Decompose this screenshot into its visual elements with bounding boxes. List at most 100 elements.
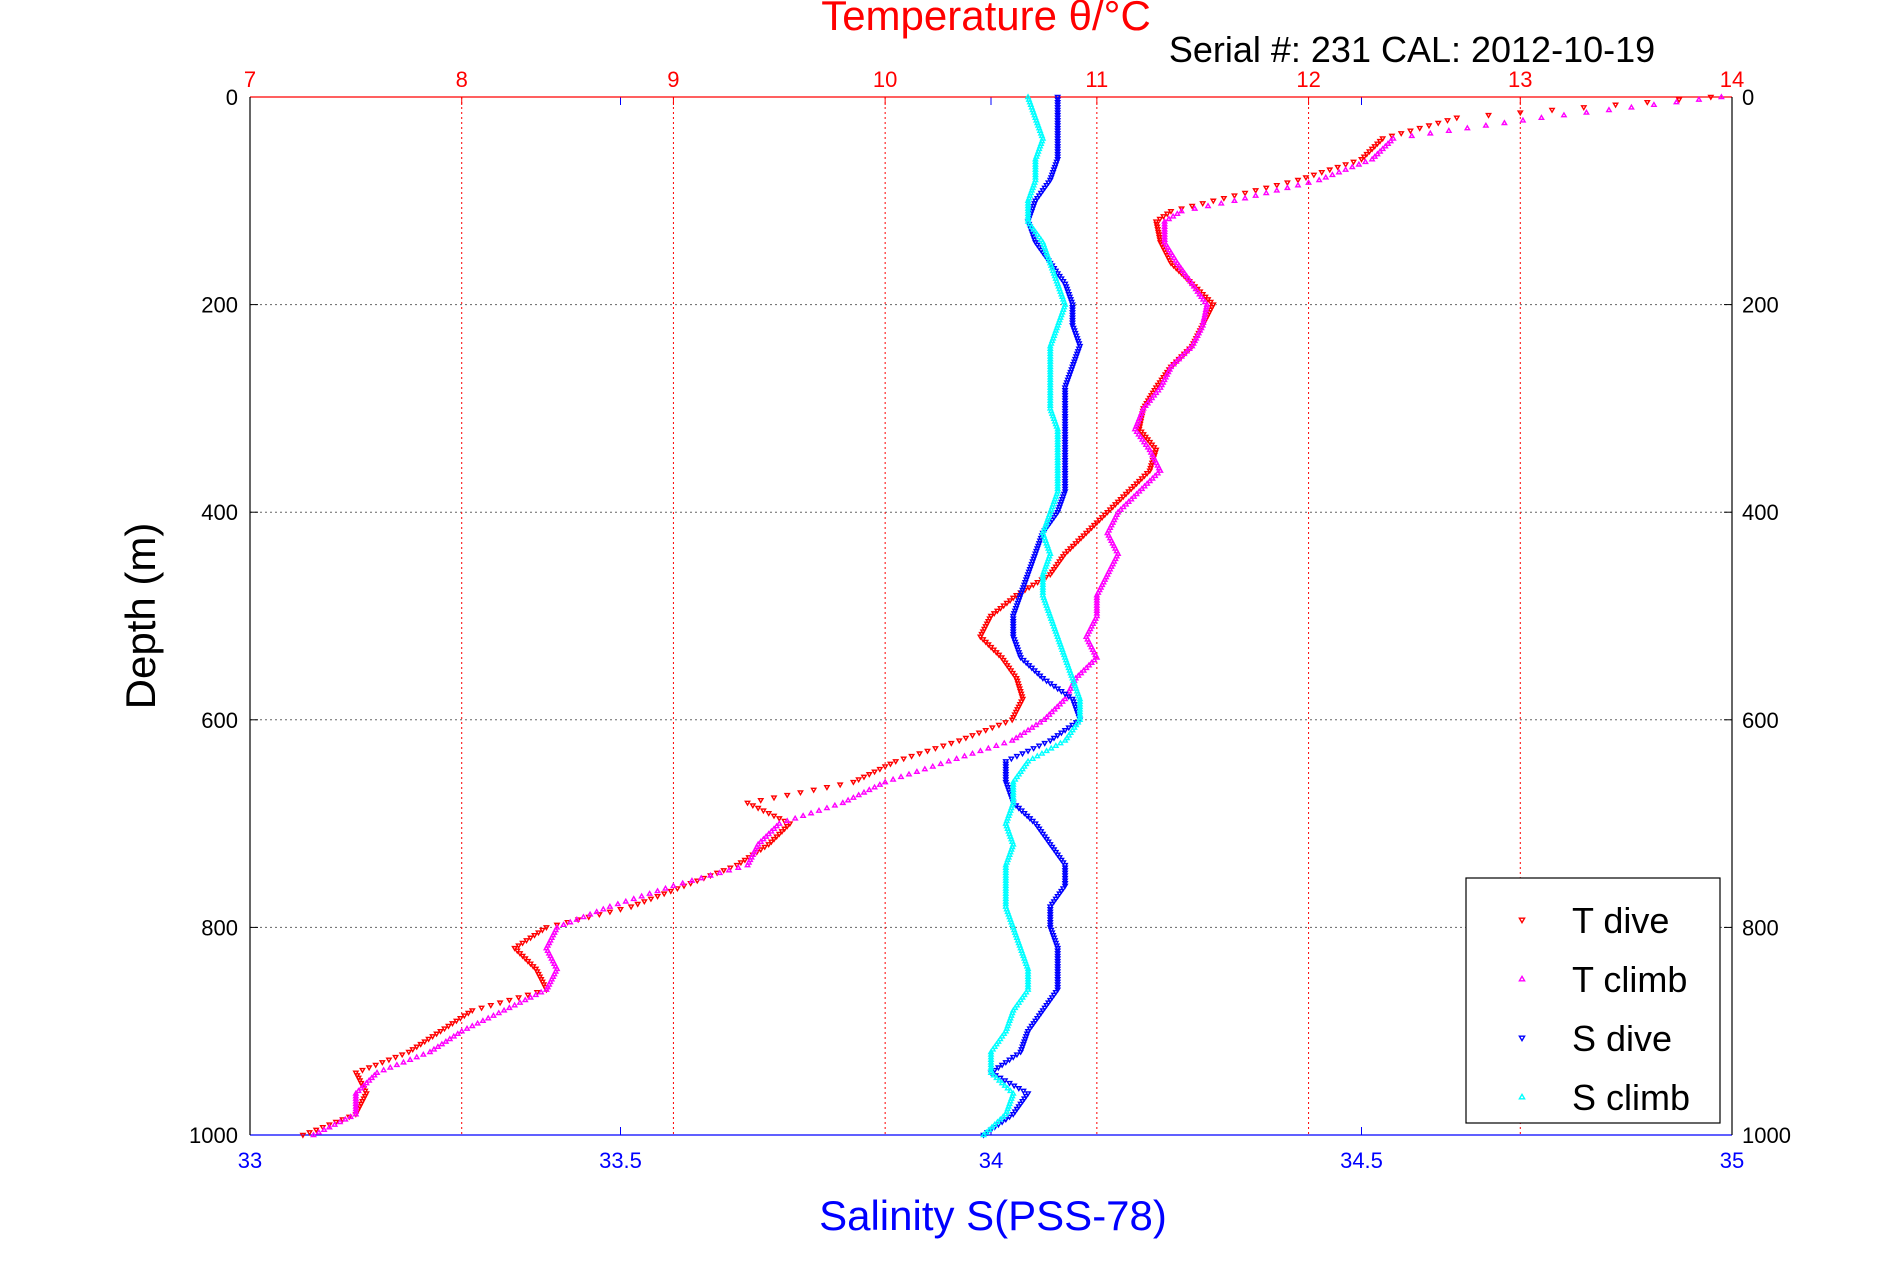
data-point — [1204, 297, 1212, 303]
data-point — [1205, 310, 1213, 316]
data-point — [1047, 927, 1055, 934]
data-point — [606, 903, 614, 909]
data-point — [1071, 356, 1079, 363]
x-bottom-tick-label: 33 — [238, 1148, 262, 1173]
data-point — [320, 1126, 328, 1133]
data-point — [1019, 993, 1026, 1000]
data-point — [1054, 144, 1062, 150]
data-point — [1153, 224, 1161, 231]
data-point — [1048, 995, 1056, 1002]
data-point — [1061, 450, 1069, 457]
data-point — [1016, 731, 1024, 738]
data-point — [1059, 554, 1067, 560]
data-point — [1024, 748, 1032, 755]
data-point — [524, 992, 532, 999]
data-point — [535, 971, 542, 978]
data-point — [1028, 724, 1036, 730]
data-point — [1057, 689, 1065, 695]
data-point — [799, 812, 807, 819]
data-point — [1002, 779, 1010, 786]
data-point — [1167, 260, 1175, 267]
data-point — [599, 905, 607, 912]
data-point — [1009, 626, 1017, 633]
data-point — [1080, 666, 1088, 673]
data-point — [1024, 726, 1032, 733]
data-point — [1031, 201, 1038, 207]
data-point — [1178, 207, 1185, 214]
x-top-tick-label: 9 — [667, 67, 679, 92]
data-point — [1054, 948, 1062, 955]
data-point — [979, 629, 987, 636]
data-point — [1052, 512, 1060, 519]
data-point — [1001, 1082, 1009, 1088]
data-point — [757, 838, 765, 845]
data-point — [542, 986, 550, 992]
data-point — [1030, 1021, 1038, 1027]
data-point — [754, 805, 762, 812]
data-point — [979, 637, 987, 643]
data-point — [516, 999, 524, 1005]
data-point — [781, 826, 789, 833]
data-point — [1010, 637, 1018, 643]
legend-label: T dive — [1572, 900, 1669, 941]
data-point — [1024, 757, 1032, 764]
data-point — [1142, 434, 1149, 441]
data-point — [357, 1080, 365, 1087]
data-point — [1051, 938, 1059, 944]
data-point — [310, 1131, 317, 1138]
data-point — [1069, 320, 1076, 327]
data-point — [1069, 317, 1076, 324]
data-point — [1031, 237, 1038, 244]
data-point — [1241, 190, 1249, 197]
data-point — [1143, 480, 1151, 486]
data-point — [1009, 621, 1017, 628]
data-point — [1583, 108, 1590, 115]
data-point — [1335, 168, 1343, 175]
data-point — [1061, 878, 1069, 885]
data-point — [566, 918, 574, 925]
data-point — [1002, 759, 1010, 765]
data-point — [1363, 151, 1371, 158]
data-point — [1014, 681, 1022, 688]
data-point — [1135, 487, 1143, 494]
data-point — [1052, 990, 1060, 996]
data-point — [990, 611, 998, 617]
data-point — [1376, 147, 1384, 154]
legend-marker — [1518, 1035, 1526, 1042]
data-point — [929, 762, 937, 769]
data-point — [673, 886, 681, 893]
series-s-climb — [980, 93, 1084, 1138]
data-point — [1046, 681, 1054, 688]
data-point — [1010, 611, 1018, 617]
data-point — [1065, 731, 1073, 738]
data-point — [1143, 471, 1151, 477]
data-point — [1054, 951, 1062, 957]
data-point — [1172, 266, 1180, 272]
data-point — [767, 827, 775, 834]
data-point — [1043, 1003, 1051, 1009]
data-point — [553, 922, 561, 929]
data-point — [1371, 153, 1379, 159]
data-point — [1069, 307, 1076, 314]
data-point — [1283, 180, 1291, 187]
data-point — [1054, 112, 1062, 119]
data-point — [1144, 437, 1152, 444]
data-point — [1017, 996, 1025, 1003]
data-point — [667, 888, 675, 895]
data-point — [1045, 711, 1053, 717]
data-point — [1426, 129, 1434, 136]
data-point — [1013, 1052, 1021, 1059]
data-point — [961, 752, 968, 759]
data-point — [523, 938, 530, 944]
data-point — [1147, 465, 1155, 472]
data-point — [1014, 647, 1022, 654]
data-point — [1057, 276, 1065, 283]
data-point — [955, 738, 963, 745]
data-point — [1373, 141, 1381, 148]
data-point — [654, 894, 661, 900]
data-point — [1142, 441, 1150, 447]
data-point — [1165, 215, 1173, 222]
data-point — [1009, 1054, 1017, 1061]
data-point — [1175, 355, 1183, 362]
data-point — [345, 1114, 353, 1121]
